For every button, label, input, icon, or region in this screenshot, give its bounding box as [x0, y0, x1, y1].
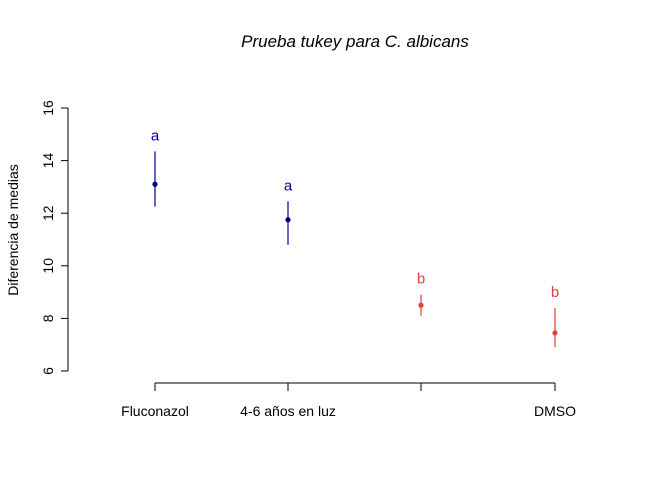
data-marks: a a b b [151, 127, 559, 348]
y-tick-label-2: 10 [40, 258, 56, 274]
y-tick-label-0: 6 [40, 367, 56, 375]
x-tick-label-1: 4-6 años en luz [240, 403, 336, 419]
group-letter-3: b [551, 284, 559, 301]
x-tick-label-3: DMSO [534, 403, 576, 419]
point-1 [285, 217, 291, 223]
point-3 [552, 330, 558, 336]
x-axis: Fluconazol 4-6 años en luz DMSO [121, 382, 576, 419]
chart-title: Prueba tukey para C. albicans [241, 32, 469, 51]
group-letter-1: a [284, 177, 293, 194]
group-letter-2: b [417, 271, 425, 288]
point-2 [418, 302, 424, 308]
y-axis-label: Diferencia de medias [5, 164, 21, 296]
y-tick-label-1: 8 [40, 314, 56, 322]
y-tick-label-5: 16 [40, 100, 56, 116]
x-tick-label-0: Fluconazol [121, 403, 189, 419]
y-axis: 6 8 10 12 14 16 [40, 100, 69, 375]
y-tick-label-3: 12 [40, 205, 56, 221]
point-0 [152, 181, 158, 187]
group-letter-0: a [151, 127, 160, 144]
y-tick-label-4: 14 [40, 153, 56, 169]
